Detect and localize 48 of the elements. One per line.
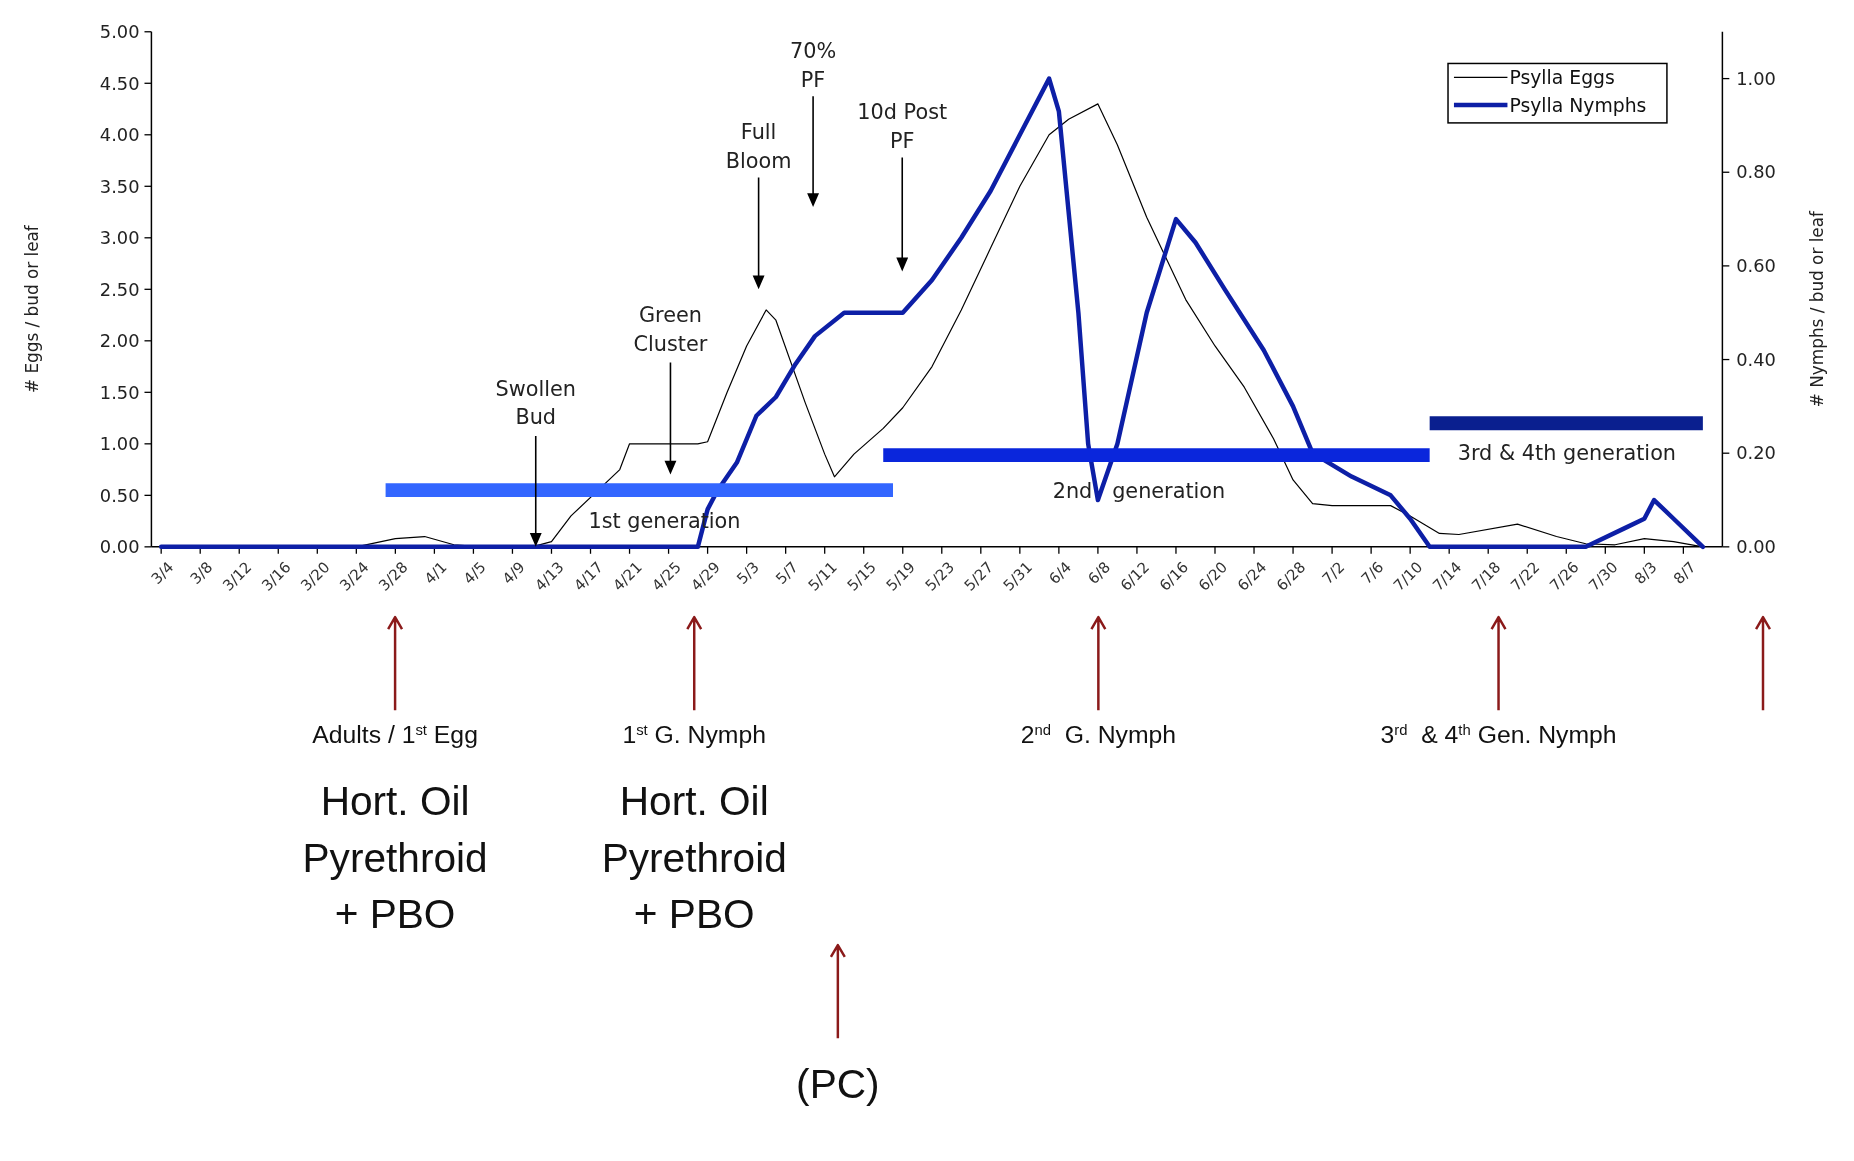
annotation: 10d Post PF [857, 100, 948, 154]
legend-label: Psylla Nymphs [1509, 94, 1647, 116]
annotation: Swollen Bud [495, 376, 576, 430]
x-tick-label: 4/9 [498, 558, 529, 588]
x-tick-label: 6/8 [1084, 558, 1115, 588]
annotation: 70% PF [789, 38, 837, 92]
y-axis-title: # Eggs / bud or leaf [22, 224, 43, 394]
y-tick-label: 4.50 [99, 72, 140, 94]
y2-tick-label: 0.00 [1736, 536, 1776, 558]
y-tick-label: 3.50 [99, 175, 140, 197]
text: Hort. Oil Pyrethroid + PBO [302, 778, 488, 938]
y-tick-label: 1.50 [99, 381, 140, 403]
y-tick-label: 0.00 [99, 536, 140, 558]
y-tick-label: 4.00 [99, 124, 140, 146]
x-tick-label: 8/7 [1669, 558, 1700, 588]
y-tick-label: 1.00 [99, 433, 140, 455]
y-tick-label: 2.00 [99, 330, 140, 352]
y2-tick-label: 0.60 [1736, 255, 1776, 277]
y2-tick-label: 1.00 [1736, 67, 1776, 89]
y-tick-label: 3.00 [99, 227, 140, 249]
y-tick-label: 2.50 [99, 278, 140, 300]
text: 3$^{rd}$ & 4$^{th}$ Gen. Nymph [1380, 720, 1617, 748]
text: 2$^{nd}$ G. Nymph [1020, 720, 1177, 748]
y2-axis-title: # Nymphs / bud or leaf [1807, 210, 1828, 408]
x-tick-label: 7/2 [1318, 558, 1349, 588]
annotation: Green Cluster [633, 303, 708, 357]
x-tick-label: 7/6 [1357, 558, 1388, 588]
x-tick-label: 4/5 [459, 558, 490, 588]
text: 1$^{st}$ G. Nymph [622, 720, 767, 748]
x-tick-label: 3/4 [147, 558, 178, 588]
annotation: 2nd generation [1052, 478, 1226, 503]
annotation: 3rd & 4th generation [1457, 441, 1677, 466]
x-tick-label: 5/7 [772, 558, 802, 588]
y-tick-label: 0.50 [99, 484, 140, 506]
y2-tick-label: 0.80 [1736, 161, 1776, 183]
legend-label: Psylla Eggs [1509, 66, 1615, 88]
x-tick-label: 3/8 [186, 558, 217, 588]
text: Hort. Oil Pyrethroid + PBO [601, 778, 787, 938]
text: Adults / 1$^{st}$ Egg [312, 720, 478, 748]
y-tick-label: 5.00 [99, 21, 140, 43]
x-tick-label: 5/3 [733, 558, 763, 588]
text: (PC) [796, 1060, 880, 1107]
annotation: Full Bloom [725, 120, 792, 173]
y2-tick-label: 0.20 [1736, 442, 1776, 464]
x-tick-label: 8/3 [1630, 558, 1661, 588]
x-tick-label: 4/1 [420, 558, 451, 588]
x-tick-label: 6/4 [1045, 558, 1075, 588]
y2-tick-label: 0.40 [1736, 348, 1776, 370]
